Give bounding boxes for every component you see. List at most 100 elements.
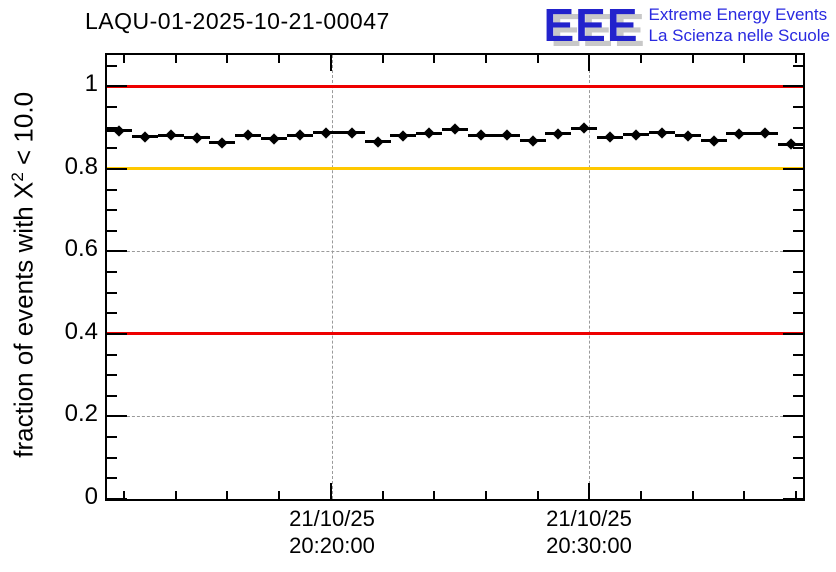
y-minor-tick bbox=[107, 456, 117, 459]
x-minor-tick bbox=[743, 491, 746, 499]
y-minor-tick bbox=[107, 394, 117, 397]
y-minor-tick bbox=[793, 126, 803, 129]
y-minor-tick bbox=[793, 291, 803, 294]
x-major-tick bbox=[588, 55, 591, 71]
eee-logo: EEE Extreme Energy Events La Scienza nel… bbox=[543, 2, 830, 48]
y-tick-label: 0.4 bbox=[64, 317, 98, 345]
x-minor-tick bbox=[123, 55, 125, 63]
y-major-tick bbox=[107, 85, 127, 88]
y-minor-tick bbox=[793, 188, 803, 191]
eee-logo-line1: Extreme Energy Events bbox=[648, 5, 828, 24]
x-minor-tick bbox=[278, 491, 281, 499]
data-point-marker bbox=[449, 123, 461, 135]
data-point-marker bbox=[268, 133, 280, 145]
data-point-marker bbox=[526, 135, 539, 147]
x-minor-tick bbox=[640, 491, 642, 499]
x-minor-tick bbox=[433, 55, 436, 63]
data-point-marker bbox=[475, 129, 487, 141]
y-minor-tick bbox=[793, 229, 803, 232]
x-minor-tick bbox=[640, 55, 642, 63]
x-tick-date: 21/10/25 bbox=[289, 506, 375, 531]
y-minor-tick bbox=[793, 394, 803, 397]
y-minor-tick bbox=[793, 436, 803, 439]
data-point-marker bbox=[604, 131, 616, 143]
y-tick-label: 0 bbox=[84, 483, 98, 510]
eee-logo-acronym: EEE bbox=[543, 0, 639, 51]
y-minor-tick bbox=[793, 477, 803, 480]
data-point-marker bbox=[759, 127, 771, 140]
x-minor-tick bbox=[123, 491, 125, 499]
y-major-tick bbox=[783, 85, 803, 88]
x-minor-tick bbox=[743, 55, 746, 63]
y-major-tick bbox=[783, 167, 803, 170]
x-minor-tick bbox=[174, 491, 177, 499]
y-minor-tick bbox=[793, 353, 803, 356]
y-tick-label: 0.6 bbox=[64, 235, 98, 263]
y-minor-tick bbox=[107, 229, 117, 232]
data-point-marker bbox=[733, 128, 746, 140]
y-minor-tick bbox=[107, 126, 117, 129]
data-point-marker bbox=[423, 127, 435, 140]
x-tick-label: 21/10/25 20:30:00 bbox=[509, 505, 669, 559]
y-tick-label: 0.8 bbox=[64, 152, 98, 180]
x-minor-tick bbox=[433, 491, 436, 499]
y-minor-tick bbox=[107, 147, 117, 150]
x-minor-tick bbox=[174, 55, 177, 63]
threshold-line bbox=[107, 167, 803, 171]
vertical-gridline bbox=[331, 55, 333, 499]
y-minor-tick bbox=[107, 291, 117, 294]
x-tick-time: 20:30:00 bbox=[546, 533, 632, 558]
data-point-marker bbox=[501, 129, 513, 141]
y-minor-tick bbox=[107, 436, 117, 439]
x-tick-time: 20:20:00 bbox=[289, 533, 375, 558]
x-minor-tick bbox=[484, 55, 487, 63]
y-major-tick bbox=[783, 332, 803, 335]
x-major-tick bbox=[329, 55, 332, 71]
vertical-gridline bbox=[588, 55, 590, 499]
x-minor-tick bbox=[484, 491, 487, 499]
data-point-marker bbox=[216, 137, 229, 149]
y-major-tick bbox=[107, 250, 127, 253]
plot-frame bbox=[105, 53, 805, 501]
x-minor-tick bbox=[226, 55, 229, 63]
horizontal-gridline bbox=[107, 415, 803, 417]
y-major-tick bbox=[107, 498, 127, 499]
y-major-tick bbox=[783, 415, 803, 418]
data-point-marker bbox=[371, 135, 384, 148]
x-minor-tick bbox=[536, 55, 539, 63]
plot-title: LAQU-01-2025-10-21-00047 bbox=[85, 8, 390, 34]
x-major-tick bbox=[329, 483, 332, 499]
data-point-marker bbox=[294, 129, 306, 141]
y-minor-tick bbox=[793, 456, 803, 459]
y-minor-tick bbox=[793, 374, 803, 377]
x-minor-tick bbox=[278, 55, 281, 63]
x-minor-tick bbox=[795, 491, 798, 499]
y-minor-tick bbox=[107, 209, 117, 212]
y-major-tick bbox=[107, 415, 127, 418]
y-axis-title: fraction of events with X2 < 10.0 bbox=[2, 53, 46, 497]
y-major-tick bbox=[107, 332, 127, 335]
y-minor-tick bbox=[107, 105, 117, 108]
y-minor-tick bbox=[107, 64, 117, 67]
horizontal-gridline bbox=[107, 250, 803, 252]
y-major-tick bbox=[783, 250, 803, 253]
y-minor-tick bbox=[793, 271, 803, 274]
data-point-marker bbox=[397, 130, 410, 142]
data-point-marker bbox=[165, 129, 177, 141]
y-tick-label: 0.2 bbox=[64, 400, 98, 428]
y-minor-tick bbox=[107, 477, 117, 480]
data-point-marker bbox=[630, 128, 642, 141]
threshold-line bbox=[107, 84, 803, 88]
y-minor-tick bbox=[107, 374, 117, 377]
x-major-tick bbox=[588, 483, 591, 499]
y-minor-tick bbox=[793, 105, 803, 108]
y-minor-tick bbox=[793, 64, 803, 67]
data-point-marker bbox=[320, 127, 332, 139]
data-point-marker bbox=[682, 130, 694, 142]
y-minor-tick bbox=[793, 209, 803, 212]
x-tick-date: 21/10/25 bbox=[546, 506, 632, 531]
y-major-tick bbox=[107, 167, 127, 170]
eee-logo-line2: La Scienza nelle Scuole bbox=[648, 26, 830, 45]
x-minor-tick bbox=[536, 491, 539, 499]
